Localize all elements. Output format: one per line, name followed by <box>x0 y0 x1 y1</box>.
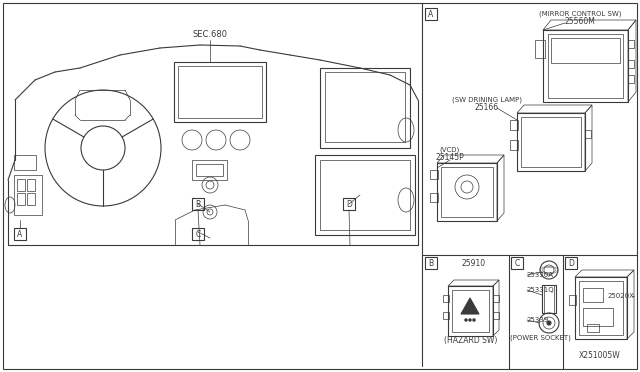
Circle shape <box>472 318 476 321</box>
Text: (POWER SOCKET): (POWER SOCKET) <box>509 335 570 341</box>
Text: (HAZARD SW): (HAZARD SW) <box>444 336 498 344</box>
Text: 25145P: 25145P <box>436 153 465 161</box>
Bar <box>178 66 262 118</box>
Bar <box>628 75 634 83</box>
Bar <box>192 228 204 240</box>
Bar <box>437 163 497 221</box>
Bar <box>628 40 634 48</box>
Text: D: D <box>568 259 574 267</box>
Text: 25331Q: 25331Q <box>527 287 555 293</box>
Text: 25560M: 25560M <box>564 16 595 26</box>
Bar <box>575 277 627 339</box>
Bar <box>27 179 35 191</box>
Bar <box>565 257 577 269</box>
Bar <box>425 257 437 269</box>
Bar <box>192 160 227 180</box>
Bar <box>579 281 623 335</box>
Bar <box>517 113 585 171</box>
Bar <box>569 295 576 305</box>
Text: 25910: 25910 <box>462 259 486 267</box>
Bar <box>430 170 438 179</box>
Bar <box>17 179 25 191</box>
Bar <box>441 167 493 217</box>
Bar <box>443 295 449 302</box>
Bar <box>443 312 449 319</box>
Bar <box>320 68 410 148</box>
Polygon shape <box>461 298 479 314</box>
Text: (MIRROR CONTROL SW): (MIRROR CONTROL SW) <box>539 11 621 17</box>
Bar <box>583 308 613 326</box>
Bar <box>521 117 581 167</box>
Text: C: C <box>515 259 520 267</box>
Bar <box>14 155 36 170</box>
Bar <box>27 193 35 205</box>
Text: A: A <box>17 230 22 238</box>
Bar <box>343 198 355 210</box>
Text: D: D <box>346 199 352 208</box>
Text: 25166: 25166 <box>475 103 499 112</box>
Bar <box>628 60 634 68</box>
Bar <box>548 34 623 98</box>
Bar <box>535 40 545 58</box>
Text: C: C <box>195 230 200 238</box>
Bar <box>493 312 499 319</box>
Text: SEC.680: SEC.680 <box>193 29 227 38</box>
Text: 25330A: 25330A <box>527 272 554 278</box>
Bar <box>320 160 410 230</box>
Circle shape <box>465 318 467 321</box>
Bar <box>425 8 437 20</box>
Bar <box>587 324 599 332</box>
Bar <box>510 120 518 130</box>
Text: B: B <box>195 199 200 208</box>
Bar <box>14 175 42 215</box>
Text: 25339: 25339 <box>527 317 549 323</box>
Text: A: A <box>428 10 434 19</box>
Bar <box>511 257 523 269</box>
Bar <box>14 228 26 240</box>
Text: (SW DRINING LAMP): (SW DRINING LAMP) <box>452 97 522 103</box>
Bar <box>192 198 204 210</box>
Circle shape <box>547 321 551 325</box>
Circle shape <box>468 318 472 321</box>
Bar <box>585 130 591 138</box>
Bar <box>315 155 415 235</box>
Bar <box>448 286 493 336</box>
Bar <box>583 288 603 302</box>
Bar <box>493 295 499 302</box>
Bar <box>543 30 628 102</box>
Bar <box>17 193 25 205</box>
Bar <box>174 62 266 122</box>
Text: 25020X: 25020X <box>607 293 634 299</box>
Text: B: B <box>428 259 433 267</box>
Bar <box>551 38 620 63</box>
Bar <box>430 193 438 202</box>
Text: X251005W: X251005W <box>579 350 621 359</box>
Bar <box>510 140 518 150</box>
Bar <box>196 164 223 176</box>
Bar <box>452 290 489 332</box>
Bar <box>325 72 405 142</box>
Bar <box>542 285 556 313</box>
Text: (VCD): (VCD) <box>440 147 460 153</box>
